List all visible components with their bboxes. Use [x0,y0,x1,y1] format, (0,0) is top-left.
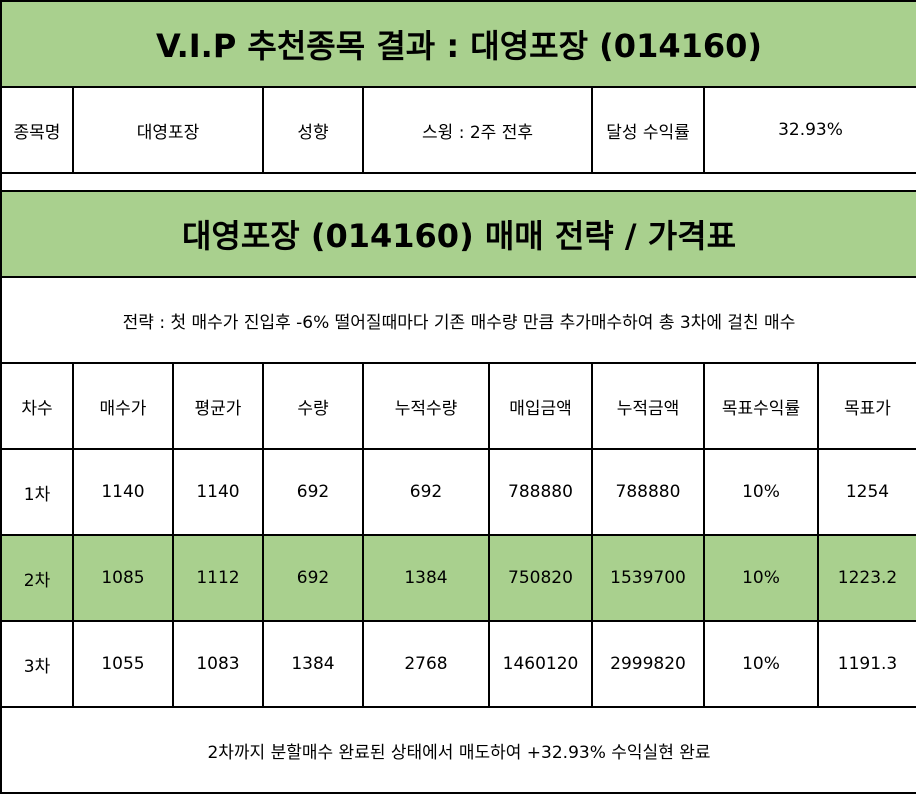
table-cell: 788880 [488,448,593,536]
table-cell: 1254 [817,448,916,536]
header-cell: 누적금액 [591,362,705,450]
table-cell: 692 [362,448,490,536]
table-row: 3차 1055 1083 1384 2768 1460120 2999820 1… [0,620,916,708]
style-value: 스윙 : 2주 전후 [362,86,593,174]
table-cell: 692 [262,534,364,622]
table-cell: 10% [703,534,819,622]
table-row-highlighted: 2차 1085 1112 692 1384 750820 1539700 10%… [0,534,916,622]
page-title: V.I.P 추천종목 결과 : 대영포장 (014160) [0,0,916,88]
name-value: 대영포장 [72,86,264,174]
header-cell: 수량 [262,362,364,450]
spacer-cell [0,172,916,192]
table-cell: 1085 [72,534,174,622]
table-cell: 1539700 [591,534,705,622]
table-header-row: 차수 매수가 평균가 수량 누적수량 매입금액 누적금액 목표수익률 목표가 [0,362,916,450]
table-cell: 2999820 [591,620,705,708]
table-cell: 10% [703,448,819,536]
table-cell: 788880 [591,448,705,536]
strategy-text: 전략 : 첫 매수가 진입후 -6% 떨어질때마다 기존 매수량 만큼 추가매수… [0,276,916,364]
header-cell: 매입금액 [488,362,593,450]
table-cell: 3차 [0,620,74,708]
table-cell: 1차 [0,448,74,536]
table-cell: 750820 [488,534,593,622]
header-cell: 목표가 [817,362,916,450]
table-cell: 2차 [0,534,74,622]
header-cell: 목표수익률 [703,362,819,450]
table-cell: 10% [703,620,819,708]
name-label: 종목명 [0,86,74,174]
table-cell: 1112 [172,534,264,622]
spacer-row [0,172,916,192]
table-cell: 1191.3 [817,620,916,708]
header-cell: 매수가 [72,362,174,450]
header-cell: 차수 [0,362,74,450]
table-cell: 1055 [72,620,174,708]
table-cell: 1140 [72,448,174,536]
header-cell: 평균가 [172,362,264,450]
result-footer: 2차까지 분할매수 완료된 상태에서 매도하여 +32.93% 수익실현 완료 [0,706,916,794]
return-value: 32.93% [703,86,916,174]
style-label: 성향 [262,86,364,174]
table-cell: 1384 [262,620,364,708]
table-row: 1차 1140 1140 692 692 788880 788880 10% 1… [0,448,916,536]
return-label: 달성 수익률 [591,86,705,174]
table-cell: 2768 [362,620,490,708]
header-cell: 누적수량 [362,362,490,450]
table-cell: 1460120 [488,620,593,708]
table-cell: 1083 [172,620,264,708]
table-cell: 692 [262,448,364,536]
table-cell: 1384 [362,534,490,622]
strategy-title: 대영포장 (014160) 매매 전략 / 가격표 [0,190,916,278]
info-row: 종목명 대영포장 성향 스윙 : 2주 전후 달성 수익률 32.93% [0,86,916,174]
table-cell: 1140 [172,448,264,536]
table-cell: 1223.2 [817,534,916,622]
